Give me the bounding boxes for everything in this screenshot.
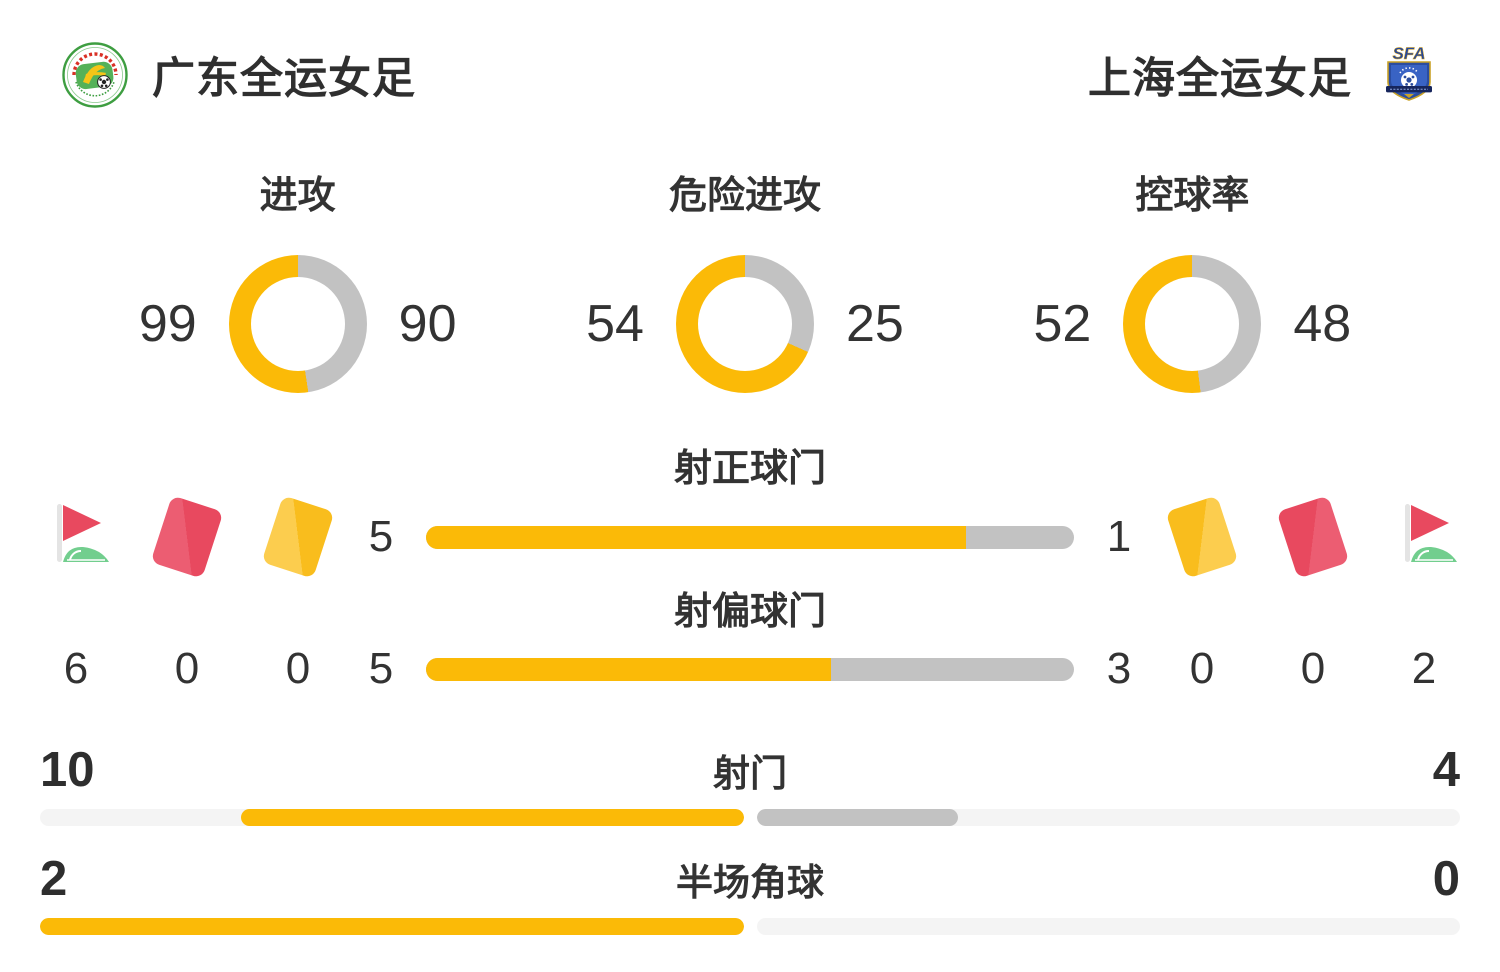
away-team-header: 上海全运女足 SFA — [1088, 42, 1442, 108]
shots-bar — [40, 809, 1460, 826]
yellow-card-icon — [1165, 495, 1239, 579]
home-discipline-counts: 6 0 0 — [34, 644, 340, 694]
possession-away-value: 48 — [1293, 295, 1352, 353]
donut-attack: 进攻 99 90 — [74, 164, 521, 393]
shots-off-target-away-value: 3 — [1106, 644, 1132, 693]
attack-away-value: 90 — [398, 295, 457, 353]
home-corners-count: 6 — [63, 644, 89, 693]
shots-off-target-row: 6 0 0 5 3 0 0 2 — [0, 643, 1500, 695]
possession-home-value: 52 — [1033, 295, 1092, 353]
donut-dangerous-attack-title: 危险进攻 — [668, 175, 821, 217]
header: 广东全运女足 上海全运女足 SFA — [0, 0, 1500, 108]
shots-title: 射门 — [713, 753, 787, 794]
shots-off-target-title: 射偏球门 — [673, 591, 826, 633]
shots-away-value: 4 — [1432, 743, 1460, 797]
red-card-icon — [150, 495, 224, 579]
corners-home-value: 2 — [40, 852, 68, 906]
shots-on-target-bar — [426, 525, 1074, 549]
donut-charts-row: 进攻 99 90 危险进攻 54 25 控球率 52 48 — [0, 164, 1500, 393]
away-red-cards-count: 0 — [1300, 644, 1326, 693]
dangerous-attack-away-value: 25 — [845, 295, 904, 353]
shots-off-target-bar — [426, 657, 1074, 681]
red-card-icon — [1276, 495, 1350, 579]
shots-on-target-away-value: 1 — [1106, 512, 1132, 561]
shots-block: 10 射门 4 — [0, 741, 1500, 826]
shots-on-target-title: 射正球门 — [673, 448, 826, 490]
away-logo-text: SFA — [1392, 44, 1425, 63]
shots-off-target-home-value: 5 — [368, 644, 394, 693]
away-discipline-icons — [1160, 495, 1466, 579]
away-team-name: 上海全运女足 — [1088, 55, 1352, 103]
away-yellow-cards-count: 0 — [1189, 644, 1215, 693]
attack-donut-chart — [228, 255, 367, 393]
possession-donut-chart — [1123, 255, 1262, 393]
away-corners-count: 2 — [1411, 644, 1437, 693]
home-yellow-cards-count: 0 — [285, 644, 311, 693]
donut-possession-title: 控球率 — [1135, 175, 1250, 217]
corner-flag-icon — [57, 504, 109, 562]
home-discipline-icons — [34, 495, 340, 579]
shots-on-target-row: 5 1 — [0, 494, 1500, 580]
home-red-cards-count: 0 — [174, 644, 200, 693]
donut-dangerous-attack: 危险进攻 54 25 — [521, 164, 968, 393]
dangerous-attack-home-value: 54 — [586, 295, 644, 353]
donut-attack-title: 进攻 — [259, 175, 336, 217]
shots-on-target-home-value: 5 — [368, 512, 394, 561]
yellow-card-icon — [261, 495, 335, 579]
attack-home-value: 99 — [138, 295, 197, 353]
shots-home-value: 10 — [40, 743, 95, 797]
home-team-header: 广东全运女足 — [62, 42, 416, 108]
home-team-logo — [62, 42, 128, 108]
corner-flag-icon — [1405, 504, 1457, 562]
half-time-corners-title: 半场角球 — [676, 862, 824, 903]
donut-possession: 控球率 52 48 — [969, 164, 1416, 393]
dangerous-attack-donut-chart — [675, 255, 814, 393]
half-time-corners-bar — [40, 918, 1460, 935]
away-team-logo: SFA — [1386, 44, 1432, 101]
half-time-corners-block: 2 半场角球 0 — [0, 850, 1500, 935]
corners-away-value: 0 — [1432, 852, 1460, 906]
away-discipline-counts: 0 0 2 — [1160, 644, 1466, 694]
home-team-name: 广东全运女足 — [152, 55, 416, 103]
